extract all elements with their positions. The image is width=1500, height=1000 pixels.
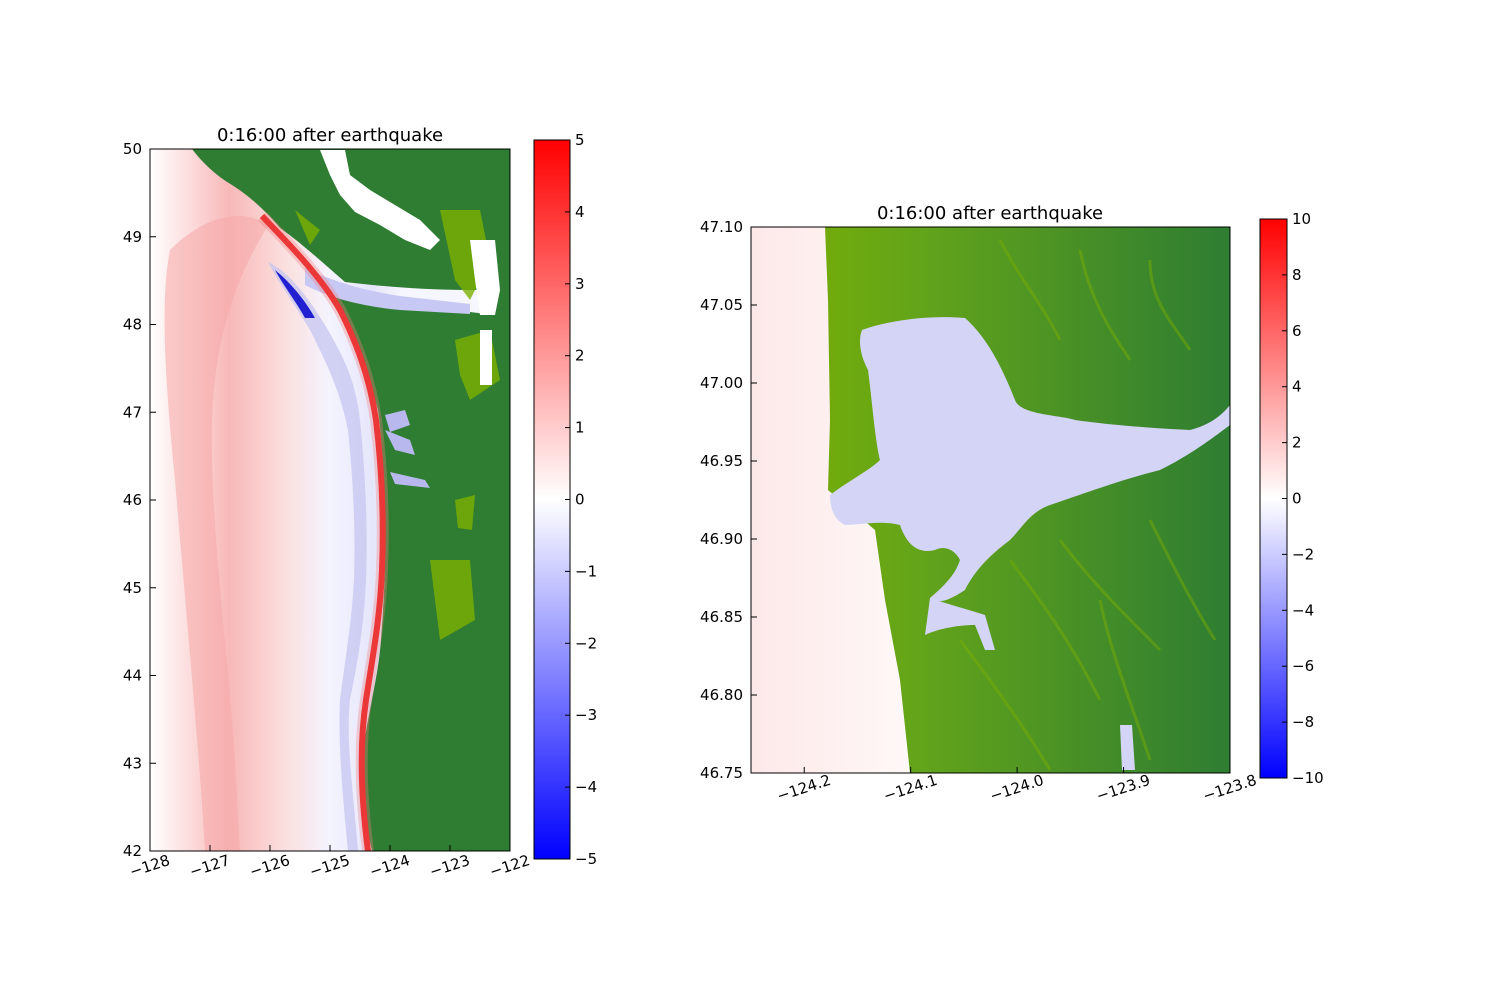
right-bay [830,317,1230,602]
left-strait [305,268,470,314]
x-tick-label: −123 [427,851,472,881]
y-tick-label: 47.05 [700,296,743,314]
left-colorbar-ticks: −5 −4 −3 −2 −1 0 1 2 3 4 5 [565,131,597,868]
y-tick-label: 43 [123,754,142,772]
colorbar-tick-label: 1 [575,419,585,437]
left-estuaries [385,410,430,488]
colorbar-tick-label: 8 [1292,266,1302,284]
x-tick-label: −124.1 [881,771,939,805]
y-tick-label: 50 [123,140,142,158]
colorbar-tick-label: −10 [1292,769,1324,787]
colorbar-tick-label: −5 [575,850,597,868]
left-positive-lobe [164,216,268,851]
colorbar-tick-label: −4 [1292,601,1314,619]
colorbar-tick-label: 5 [575,131,585,149]
left-inland-water [320,150,500,385]
y-tick-label: 46.90 [700,530,743,548]
left-negative-band [268,262,367,851]
colorbar-tick-label: 10 [1292,210,1311,228]
y-tick-label: 46.95 [700,452,743,470]
colorbar-tick-label: 3 [575,275,585,293]
x-tick-label: −124.2 [775,771,833,805]
colorbar-tick-label: −1 [575,562,597,580]
colorbar-tick-label: 2 [1292,434,1302,452]
right-small-lake [1120,725,1135,770]
left-chart-title: 0:16:00 after earthquake [217,125,443,146]
x-tick-label: −123.9 [1094,771,1152,805]
colorbar-tick-label: 4 [575,203,585,221]
left-y-ticks: 42 43 44 45 46 47 48 49 50 [123,140,156,860]
right-chart-title: 0:16:00 after earthquake [877,203,1103,224]
colorbar-tick-label: −6 [1292,657,1314,675]
left-negative-core [275,270,315,318]
x-tick-label: −127 [187,851,232,881]
colorbar-tick-label: 2 [575,347,585,365]
x-tick-label: −124 [367,851,412,881]
y-tick-label: 47 [123,403,142,421]
x-tick-label: −126 [247,851,292,881]
right-panel: 0:16:00 after earthquake 46.75 46.80 46.85… [700,203,1324,805]
colorbar-tick-label: 6 [1292,322,1302,340]
y-tick-label: 46.85 [700,608,743,626]
left-plot-area [150,149,510,851]
colorbar-tick-label: 0 [575,491,585,509]
right-bay-inlet [925,598,995,650]
left-wave-crest [259,213,386,851]
left-land [192,149,510,851]
colorbar-tick-label: 4 [1292,378,1302,396]
right-valleys [958,239,1217,771]
x-tick-label: −125 [307,851,352,881]
right-plot-frame [750,226,1231,774]
left-panel: 0:16:00 after earthquake 424344454647484… [123,125,597,881]
colorbar-tick-label: −2 [575,634,597,652]
y-tick-label: 46.80 [700,686,743,704]
right-y-ticks: 46.75 46.80 46.85 46.90 46.95 47.00 47.05 47.10 [700,218,757,782]
colorbar-tick-label: −8 [1292,713,1314,731]
right-colorbar-ticks: −10 −8 −6 −4 −2 0 2 4 6 8 10 [1282,210,1324,787]
x-tick-label: −122 [487,851,532,881]
y-tick-label: 48 [123,316,142,334]
colorbar-tick-label: −2 [1292,545,1314,563]
colorbar-tick-label: −4 [575,778,597,796]
y-tick-label: 44 [123,667,142,685]
y-tick-label: 47.00 [700,374,743,392]
y-tick-label: 46 [123,491,142,509]
y-tick-label: 42 [123,842,142,860]
y-tick-label: 45 [123,579,142,597]
colorbar-tick-label: −3 [575,706,597,724]
y-tick-label: 49 [123,228,142,246]
right-plot-area [751,227,1230,773]
x-tick-label: −123.8 [1201,771,1259,805]
left-colorbar [533,139,571,860]
colorbar-tick-label: 0 [1292,490,1302,508]
x-tick-label: −124.0 [988,771,1046,805]
y-tick-label: 46.75 [700,764,743,782]
y-tick-label: 47.10 [700,218,743,236]
left-wave-halo [257,211,389,851]
